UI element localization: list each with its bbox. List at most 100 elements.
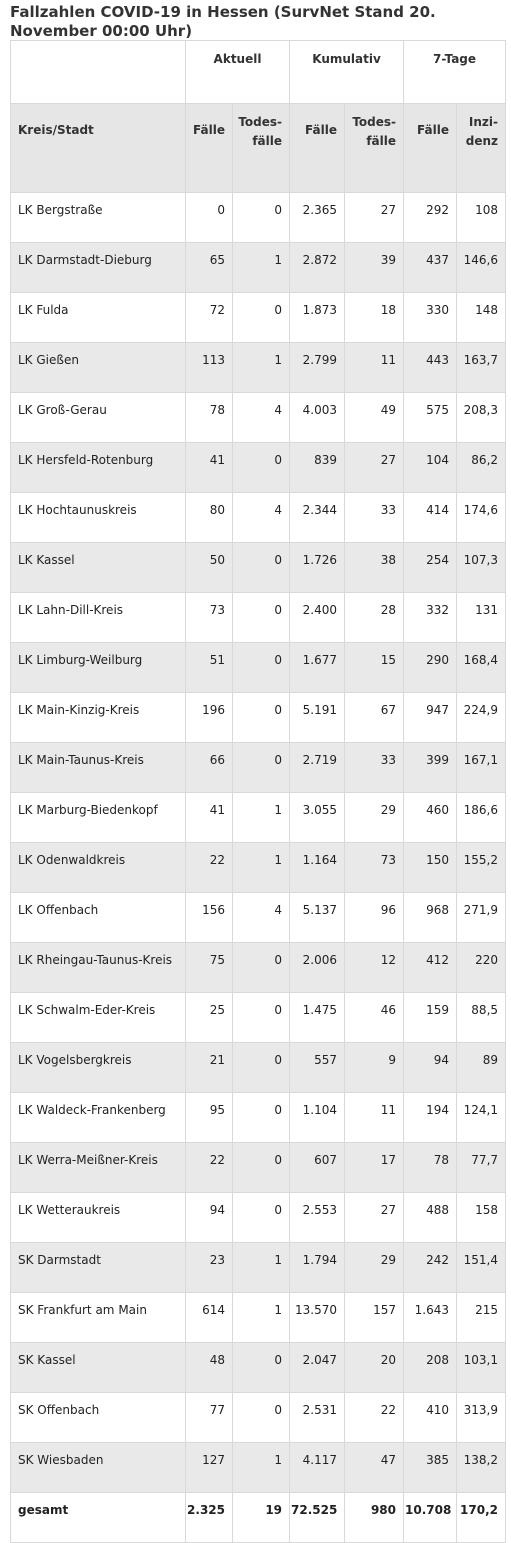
kreis-cell: LK Gießen (10, 342, 186, 393)
col-header-todes-line1: Todes- (238, 115, 283, 129)
table-row: SK Frankfurt am Main 614 1 13.570 157 1.643 21… (10, 1292, 507, 1343)
aktuell-faelle-cell: 21 (185, 1042, 233, 1093)
inzidenz-cell: 88,5 (456, 992, 507, 1043)
aktuell-faelle-cell: 23 (185, 1242, 233, 1293)
7tage-faelle-cell: 399 (403, 742, 458, 793)
table-row: LK Vogelsbergkreis 21 0 557 9 94 89 (10, 1042, 507, 1093)
7tage-faelle-cell: 242 (403, 1242, 458, 1293)
kreis-cell: LK Limburg-Weilburg (10, 642, 186, 693)
inzidenz-cell: 107,3 (456, 542, 507, 593)
kreis-cell: LK Lahn-Dill-Kreis (10, 592, 186, 643)
aktuell-todesfaelle-cell: 4 (231, 892, 291, 943)
kumulativ-faelle-cell: 13.570 (289, 1292, 346, 1343)
kumulativ-todesfaelle-cell: 9 (344, 1042, 405, 1093)
empty-header-cell (10, 40, 186, 104)
aktuell-faelle-cell: 77 (185, 1392, 233, 1443)
kumulativ-faelle-cell: 557 (289, 1042, 346, 1093)
aktuell-todesfaelle-cell: 1 (231, 792, 291, 843)
kumulativ-todesfaelle-cell: 96 (344, 892, 405, 943)
kumulativ-faelle-cell: 2.047 (289, 1342, 346, 1393)
inzidenz-cell: 174,6 (456, 492, 507, 543)
aktuell-todesfaelle-cell: 4 (231, 392, 291, 443)
aktuell-todesfaelle-cell: 1 (231, 1442, 291, 1493)
aktuell-faelle-cell: 80 (185, 492, 233, 543)
kreis-cell: SK Offenbach (10, 1392, 186, 1443)
group-header-aktuell: Aktuell (184, 40, 291, 104)
inzidenz-cell: 271,9 (456, 892, 507, 943)
aktuell-faelle-cell: 78 (185, 392, 233, 443)
aktuell-todesfaelle-cell: 1 (231, 1292, 291, 1343)
7tage-faelle-cell: 194 (403, 1092, 458, 1143)
kumulativ-todesfaelle-cell: 17 (344, 1142, 405, 1193)
aktuell-todesfaelle-cell: 0 (231, 292, 291, 343)
7tage-faelle-cell: 332 (403, 592, 458, 643)
7tage-faelle-cell: 460 (403, 792, 458, 843)
kumulativ-faelle-cell: 4.003 (289, 392, 346, 443)
kumulativ-todesfaelle-cell: 33 (344, 492, 405, 543)
table-row: SK Offenbach 77 0 2.531 22 410 313,9 (10, 1392, 507, 1443)
col-header-todes-line1: Todes- (352, 115, 397, 129)
aktuell-todesfaelle-cell: 0 (231, 642, 291, 693)
aktuell-todesfaelle-cell: 0 (231, 1092, 291, 1143)
kumulativ-faelle-cell: 72.525 (289, 1492, 346, 1543)
7tage-faelle-cell: 385 (403, 1442, 458, 1493)
kreis-cell: LK Werra-Meißner-Kreis (10, 1142, 186, 1193)
kumulativ-todesfaelle-cell: 27 (344, 1192, 405, 1243)
7tage-faelle-cell: 488 (403, 1192, 458, 1243)
kumulativ-faelle-cell: 1.794 (289, 1242, 346, 1293)
table-row: LK Bergstraße 0 0 2.365 27 292 108 (10, 192, 507, 243)
7tage-faelle-cell: 412 (403, 942, 458, 993)
kumulativ-faelle-cell: 1.104 (289, 1092, 346, 1143)
kumulativ-todesfaelle-cell: 73 (344, 842, 405, 893)
kumulativ-faelle-cell: 1.475 (289, 992, 346, 1043)
table-row: LK Offenbach 156 4 5.137 96 968 271,9 (10, 892, 507, 943)
kumulativ-faelle-cell: 2.553 (289, 1192, 346, 1243)
aktuell-faelle-cell: 50 (185, 542, 233, 593)
table-row: LK Darmstadt-Dieburg 65 1 2.872 39 437 146,6 (10, 242, 507, 293)
kumulativ-todesfaelle-cell: 11 (344, 1092, 405, 1143)
7tage-faelle-cell: 575 (403, 392, 458, 443)
inzidenz-cell: 89 (456, 1042, 507, 1093)
kreis-cell: LK Main-Kinzig-Kreis (10, 692, 186, 743)
7tage-faelle-cell: 150 (403, 842, 458, 893)
aktuell-faelle-cell: 73 (185, 592, 233, 643)
kumulativ-todesfaelle-cell: 39 (344, 242, 405, 293)
total-row: gesamt 2.325 19 72.525 980 10.708 170,2 (10, 1492, 507, 1543)
7tage-faelle-cell: 254 (403, 542, 458, 593)
aktuell-faelle-cell: 614 (185, 1292, 233, 1343)
7tage-faelle-cell: 10.708 (403, 1492, 458, 1543)
kumulativ-todesfaelle-cell: 38 (344, 542, 405, 593)
inzidenz-cell: 155,2 (456, 842, 507, 893)
table-body: LK Bergstraße 0 0 2.365 27 292 108 LK Darmstadt… (10, 192, 507, 1543)
aktuell-faelle-cell: 65 (185, 242, 233, 293)
inzidenz-cell: 124,1 (456, 1092, 507, 1143)
table-row: LK Wetteraukreis 94 0 2.553 27 488 158 (10, 1192, 507, 1243)
group-header-7-tage: 7-Tage (403, 40, 507, 104)
7tage-faelle-cell: 290 (403, 642, 458, 693)
kreis-cell: LK Offenbach (10, 892, 186, 943)
kumulativ-todesfaelle-cell: 11 (344, 342, 405, 393)
kreis-cell: SK Darmstadt (10, 1242, 186, 1293)
col-header-7tage-faelle: Fälle (403, 103, 458, 193)
column-header-row: Kreis/Stadt Fälle Todes-fälle Fälle Tode… (10, 103, 507, 193)
aktuell-todesfaelle-cell: 4 (231, 492, 291, 543)
kumulativ-todesfaelle-cell: 15 (344, 642, 405, 693)
kreis-cell: LK Marburg-Biedenkopf (10, 792, 186, 843)
kreis-cell: LK Kassel (10, 542, 186, 593)
aktuell-faelle-cell: 95 (185, 1092, 233, 1143)
aktuell-faelle-cell: 0 (185, 192, 233, 243)
aktuell-todesfaelle-cell: 1 (231, 342, 291, 393)
group-header-row: Aktuell Kumulativ 7-Tage (10, 40, 507, 104)
aktuell-todesfaelle-cell: 1 (231, 242, 291, 293)
kumulativ-todesfaelle-cell: 49 (344, 392, 405, 443)
aktuell-faelle-cell: 41 (185, 792, 233, 843)
7tage-faelle-cell: 208 (403, 1342, 458, 1393)
col-header-inzi-line1: Inzi- (468, 115, 499, 129)
kumulativ-faelle-cell: 2.799 (289, 342, 346, 393)
inzidenz-cell: 77,7 (456, 1142, 507, 1193)
kreis-cell: SK Kassel (10, 1342, 186, 1393)
kreis-cell: LK Waldeck-Frankenberg (10, 1092, 186, 1143)
kreis-cell: LK Hersfeld-Rotenburg (10, 442, 186, 493)
col-header-inzidenz: Inzi-denz (456, 103, 507, 193)
kumulativ-faelle-cell: 1.677 (289, 642, 346, 693)
